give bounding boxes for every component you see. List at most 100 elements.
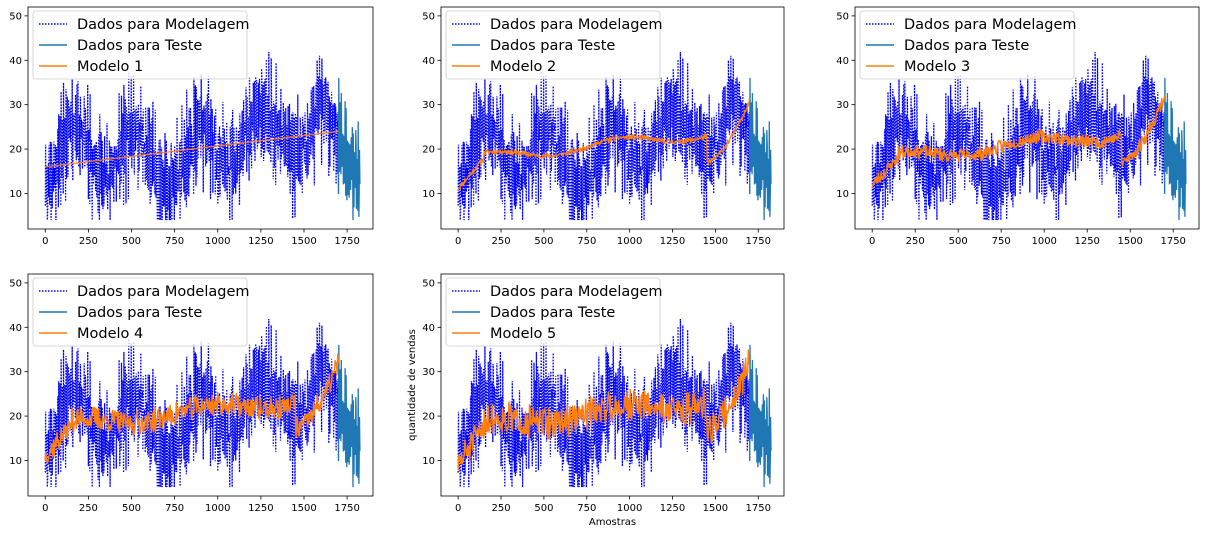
x-tick-label: 1750 [746, 236, 771, 247]
x-tick-label: 0 [42, 503, 48, 514]
series-dados-teste [749, 77, 772, 221]
series-modelo-1 [45, 130, 339, 168]
legend-label: Dados para Teste [77, 38, 202, 54]
axes-frame [27, 6, 374, 230]
x-tick-label: 750 [165, 503, 184, 514]
x-tick-label: 0 [869, 236, 875, 247]
y-tick-label: 50 [836, 11, 849, 22]
y-tick-label: 40 [422, 56, 435, 67]
legend-box [32, 277, 248, 347]
x-tick-label: 500 [949, 236, 968, 247]
chart-panel-3: 0 250 500 750 1000 1250 1500 1750 10 20 30 40 50 Dado… [836, 6, 1200, 247]
x-tick-label: 1250 [660, 503, 685, 514]
y-tick-label: 50 [9, 278, 22, 289]
x-tick-label: 500 [534, 236, 553, 247]
series-dados-teste [337, 344, 361, 488]
legend-label: Dados para Modelagem [904, 17, 1077, 33]
legend: Dados para Modelagem Dados para Teste Mode… [32, 10, 250, 80]
series-dados-teste [749, 344, 772, 488]
legend-label: Dados para Modelagem [77, 284, 250, 300]
x-tick-label: 1250 [248, 503, 273, 514]
x-tick-label: 250 [491, 236, 510, 247]
y-tick-label: 10 [422, 456, 435, 467]
series-modelo-2 [457, 97, 751, 191]
y-tick-label: 30 [9, 100, 22, 111]
x-tick-label: 1000 [617, 236, 642, 247]
y-tick-label: 30 [9, 367, 22, 378]
x-tick-label: 1250 [1074, 236, 1099, 247]
x-tick-label: 1500 [703, 236, 728, 247]
y-tick-label: 20 [9, 145, 22, 156]
y-tick-label: 40 [9, 56, 22, 67]
y-tick-label: 50 [422, 278, 435, 289]
legend-label: Modelo 5 [490, 326, 556, 342]
x-tick-label: 1750 [746, 503, 771, 514]
legend-box [445, 277, 661, 347]
series-modelo-4 [44, 353, 340, 464]
legend-label: Modelo 3 [904, 59, 970, 75]
y-tick-label: 50 [9, 11, 22, 22]
series-dados-modelagem [871, 51, 1166, 221]
x-tick-label: 250 [79, 236, 98, 247]
legend-box [859, 10, 1075, 80]
x-tick-label: 750 [165, 236, 184, 247]
legend-label: Dados para Teste [77, 305, 202, 321]
x-tick-label: 250 [906, 236, 925, 247]
chart-panel-1: 0 250 500 750 1000 1250 1500 1750 10 20 30 40 50 Dado… [9, 6, 374, 247]
x-tick-label: 750 [992, 236, 1011, 247]
legend: Dados para Modelagem Dados para Teste Mode… [445, 277, 663, 347]
x-tick-label: 0 [42, 236, 48, 247]
chart-panel-5: 0 250 500 750 1000 1250 1500 1750 10 20 30 40 50 Amos… [407, 273, 785, 528]
series-modelo-5 [457, 349, 751, 471]
y-tick-label: 10 [9, 456, 22, 467]
series-dados-modelagem [44, 318, 340, 488]
series-dados-modelagem [44, 51, 340, 221]
y-axis-label: quantidade de vendas [407, 329, 418, 441]
x-axis-label: Amostras [589, 517, 636, 528]
x-tick-label: 1000 [617, 503, 642, 514]
y-tick-label: 40 [836, 56, 849, 67]
x-tick-label: 500 [534, 503, 553, 514]
x-tick-label: 750 [577, 503, 596, 514]
chart-panel-2: 0 250 500 750 1000 1250 1500 1750 10 20 30 40 50 Dado… [422, 6, 785, 247]
x-tick-label: 1250 [660, 236, 685, 247]
legend: Dados para Modelagem Dados para Teste Mode… [32, 277, 250, 347]
axes-frame [27, 273, 374, 497]
y-tick-label: 20 [9, 412, 22, 423]
y-tick-label: 30 [836, 100, 849, 111]
axes-frame [440, 6, 785, 230]
y-tick-label: 10 [9, 189, 22, 200]
y-tick-label: 50 [422, 11, 435, 22]
x-tick-label: 1750 [1160, 236, 1185, 247]
x-tick-label: 1750 [334, 236, 359, 247]
series-modelo-3 [871, 95, 1166, 188]
x-tick-label: 1000 [205, 236, 230, 247]
legend-box [32, 10, 248, 80]
legend-label: Dados para Modelagem [490, 17, 663, 33]
x-tick-label: 1000 [205, 503, 230, 514]
y-tick-label: 10 [836, 189, 849, 200]
x-tick-label: 1500 [1117, 236, 1142, 247]
axes-frame [854, 6, 1200, 230]
x-tick-label: 250 [491, 503, 510, 514]
legend: Dados para Modelagem Dados para Teste Mode… [859, 10, 1077, 80]
y-tick-label: 20 [422, 412, 435, 423]
x-tick-label: 500 [122, 503, 141, 514]
x-tick-label: 1250 [248, 236, 273, 247]
x-tick-label: 1500 [703, 503, 728, 514]
chart-panel-4: 0 250 500 750 1000 1250 1500 1750 10 20 30 40 50 Dado… [9, 273, 374, 514]
y-tick-label: 10 [422, 189, 435, 200]
series-dados-teste [1163, 77, 1187, 221]
x-tick-label: 500 [122, 236, 141, 247]
legend-box [445, 10, 661, 80]
x-tick-label: 750 [577, 236, 596, 247]
legend-label: Modelo 4 [77, 326, 143, 342]
legend: Dados para Modelagem Dados para Teste Mode… [445, 10, 663, 80]
legend-label: Modelo 1 [77, 59, 143, 75]
x-tick-label: 1500 [291, 503, 316, 514]
x-tick-label: 1500 [291, 236, 316, 247]
x-tick-label: 1750 [334, 503, 359, 514]
legend-label: Modelo 2 [490, 59, 556, 75]
y-tick-label: 20 [422, 145, 435, 156]
